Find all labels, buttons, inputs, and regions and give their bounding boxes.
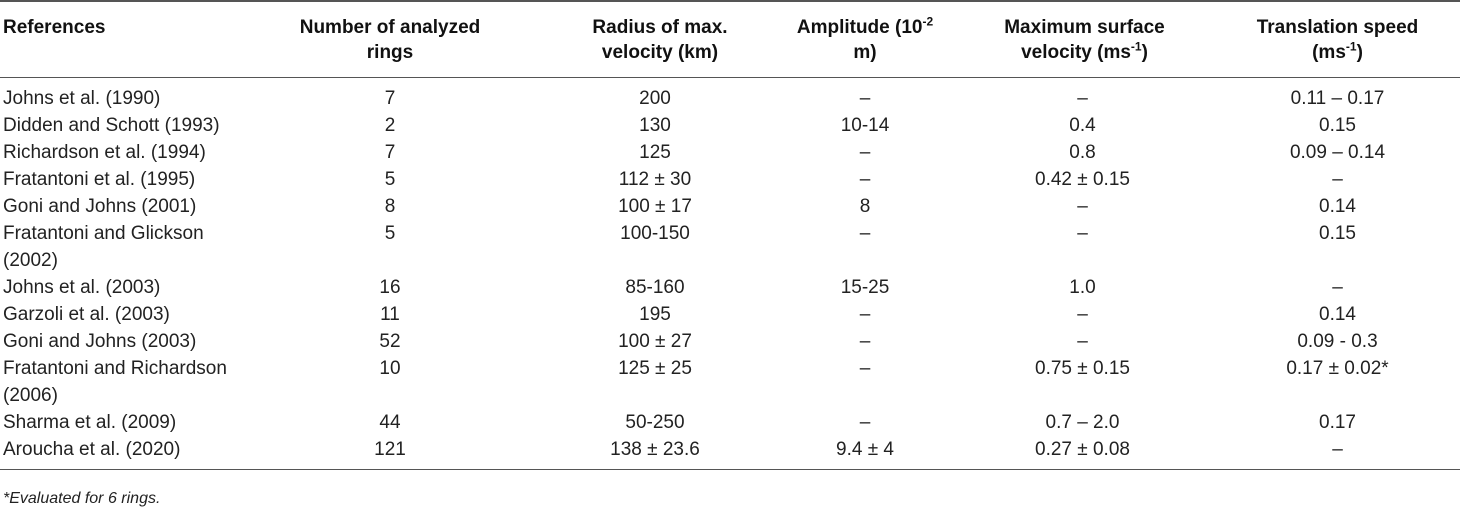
table-row: Aroucha et al. (2020) 121 138 ± 23.6 9.4 ± …: [0, 436, 1460, 470]
table-footnote: *Evaluated for 6 rings.: [3, 490, 161, 507]
cell-max-velocity: 0.42 ± 0.15: [1035, 169, 1130, 190]
cell-translation-speed: 0.17: [1319, 412, 1356, 433]
cell-amplitude: 9.4 ± 4: [836, 439, 894, 460]
header-references: References: [3, 17, 106, 38]
cell-rings: 11: [380, 304, 400, 325]
cell-amplitude: 8: [859, 196, 871, 217]
cell-rings: 52: [379, 331, 401, 352]
cell-amplitude: –: [859, 88, 871, 109]
cell-rings: 121: [374, 439, 406, 460]
cell-reference: Fratantoni and Richardson (2006): [3, 358, 227, 406]
cell-max-velocity: –: [1077, 88, 1088, 109]
cell-reference: Richardson et al. (1994): [3, 142, 206, 163]
cell-rings: 2: [384, 115, 396, 136]
cell-translation-speed: 0.11 – 0.17: [1290, 88, 1385, 109]
cell-max-velocity: 0.27 ± 0.08: [1035, 439, 1130, 460]
cell-max-velocity: 0.7 – 2.0: [1045, 412, 1120, 433]
cell-translation-speed: 0.17 ± 0.02*: [1286, 358, 1389, 379]
cell-radius: 130: [639, 115, 671, 136]
cell-rings: 8: [384, 196, 396, 217]
table-row: Goni and Johns (2003) 52 100 ± 27 – – 0.09 - …: [0, 328, 1460, 355]
cell-max-velocity: –: [1077, 331, 1088, 352]
cell-reference: Fratantoni et al. (1995): [3, 169, 196, 190]
cell-max-velocity: 0.8: [1069, 142, 1096, 163]
cell-translation-speed: 0.15: [1319, 223, 1356, 244]
table-row: Fratantoni et al. (1995) 5 112 ± 30 – 0.42 ±…: [0, 166, 1460, 193]
table-row: Didden and Schott (1993) 2 130 10-14 0.4 0.15: [0, 112, 1460, 139]
cell-radius: 200: [639, 88, 671, 109]
table-row: Garzoli et al. (2003) 11 195 – – 0.14: [0, 301, 1460, 328]
cell-rings: 5: [384, 223, 396, 244]
cell-reference: Fratantoni and Glickson (2002): [3, 223, 204, 271]
table-row: Goni and Johns (2001) 8 100 ± 17 8 – 0.14: [0, 193, 1460, 220]
cell-rings: 16: [379, 277, 401, 298]
cell-amplitude: 10-14: [840, 115, 890, 136]
cell-translation-speed: –: [1332, 169, 1343, 190]
rings-table: References Number of analyzed rings Radi…: [0, 1, 1460, 470]
table-row: Sharma et al. (2009) 44 50-250 – 0.7 – 2.0 0.…: [0, 409, 1460, 436]
cell-reference: Goni and Johns (2003): [3, 331, 197, 352]
cell-radius: 125 ± 25: [618, 358, 692, 379]
cell-radius: 195: [639, 304, 671, 325]
cell-max-velocity: 1.0: [1069, 277, 1096, 298]
header-max-surface-velocity: Maximum surface velocity (ms-1): [1004, 17, 1165, 63]
table-row: Richardson et al. (1994) 7 125 – 0.8 0.09 – 0…: [0, 139, 1460, 166]
cell-rings: 5: [384, 169, 396, 190]
cell-reference: Johns et al. (2003): [3, 277, 161, 298]
cell-amplitude: 15-25: [840, 277, 890, 298]
cell-radius: 100 ± 27: [618, 331, 692, 352]
cell-amplitude: –: [859, 358, 871, 379]
cell-translation-speed: –: [1332, 439, 1343, 460]
cell-translation-speed: 0.14: [1319, 196, 1356, 217]
table-row: Johns et al. (1990) 7 200 – – 0.11 – 0.17: [0, 78, 1460, 113]
cell-max-velocity: –: [1077, 304, 1088, 325]
cell-amplitude: –: [859, 223, 871, 244]
cell-amplitude: –: [859, 142, 871, 163]
cell-rings: 44: [379, 412, 401, 433]
cell-amplitude: –: [859, 169, 871, 190]
header-translation-speed: Translation speed (ms-1): [1256, 17, 1419, 63]
cell-amplitude: –: [859, 304, 871, 325]
cell-translation-speed: –: [1332, 277, 1343, 298]
cell-reference: Johns et al. (1990): [3, 88, 161, 109]
cell-translation-speed: 0.09 – 0.14: [1289, 142, 1386, 163]
cell-radius: 125: [639, 142, 671, 163]
cell-max-velocity: –: [1077, 196, 1088, 217]
cell-reference: Didden and Schott (1993): [3, 115, 220, 136]
cell-translation-speed: 0.15: [1319, 115, 1356, 136]
cell-translation-speed: 0.09 - 0.3: [1297, 331, 1378, 352]
header-radius: Radius of max. velocity (km): [592, 17, 728, 63]
cell-radius: 100-150: [620, 223, 690, 244]
cell-reference: Garzoli et al. (2003): [3, 304, 170, 325]
cell-max-velocity: –: [1077, 223, 1088, 244]
cell-radius: 50-250: [625, 412, 685, 433]
cell-amplitude: –: [859, 412, 871, 433]
cell-radius: 112 ± 30: [618, 169, 692, 190]
cell-amplitude: –: [859, 331, 871, 352]
header-number-of-rings: Number of analyzed rings: [299, 17, 481, 63]
cell-max-velocity: 0.75 ± 0.15: [1035, 358, 1130, 379]
table-row: Fratantoni and Richardson (2006) 10 125 ± …: [0, 355, 1460, 409]
header-amplitude: Amplitude (10-2 m): [796, 14, 934, 63]
data-table-container: References Number of analyzed rings Radi…: [0, 1, 1460, 470]
cell-radius: 85-160: [625, 277, 685, 298]
table-header-row: References Number of analyzed rings Radi…: [0, 1, 1460, 78]
cell-radius: 138 ± 23.6: [610, 439, 700, 460]
cell-reference: Aroucha et al. (2020): [3, 439, 181, 460]
cell-translation-speed: 0.14: [1319, 304, 1356, 325]
cell-reference: Goni and Johns (2001): [3, 196, 197, 217]
cell-max-velocity: 0.4: [1069, 115, 1096, 136]
table-row: Fratantoni and Glickson (2002) 5 100-150 – –…: [0, 220, 1460, 274]
cell-rings: 10: [379, 358, 401, 379]
cell-rings: 7: [384, 88, 396, 109]
cell-radius: 100 ± 17: [618, 196, 692, 217]
table-row: Johns et al. (2003) 16 85-160 15-25 1.0 –: [0, 274, 1460, 301]
table-body: Johns et al. (1990) 7 200 – – 0.11 – 0.17 Didd…: [0, 78, 1460, 470]
cell-rings: 7: [384, 142, 396, 163]
cell-reference: Sharma et al. (2009): [3, 412, 177, 433]
